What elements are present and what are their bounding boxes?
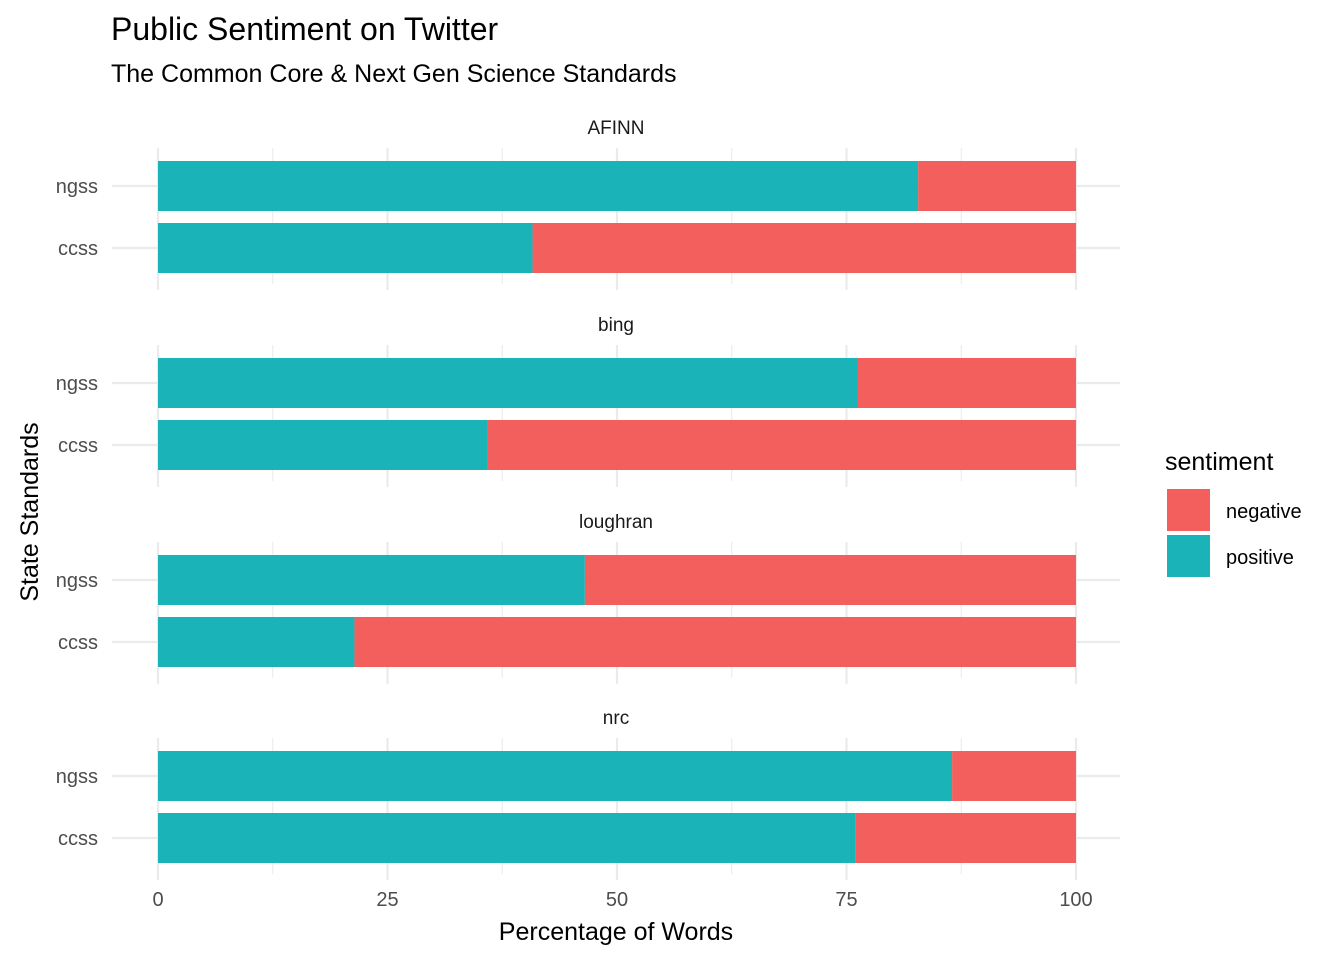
y-tick-label: ccss (58, 632, 98, 654)
bar-positive-ccss (158, 813, 856, 863)
bar-negative-ccss (487, 420, 1076, 470)
facet-panel-bing: bing ngss ccss (56, 315, 1120, 487)
facet-label: loughran (579, 512, 653, 533)
bar-positive-ngss (158, 161, 919, 211)
y-tick-label: ccss (58, 238, 98, 260)
bar-negative-ngss (952, 751, 1076, 801)
y-tick-label: ngss (56, 766, 98, 788)
legend-label-negative: negative (1226, 501, 1302, 523)
y-tick-label: ngss (56, 570, 98, 592)
bar-positive-ccss (158, 223, 533, 273)
y-tick-label: ngss (56, 373, 98, 395)
facet-panel-afinn: AFINN ngss ccss (56, 118, 1120, 290)
legend-key-positive (1167, 535, 1210, 577)
y-tick-label: ccss (58, 435, 98, 457)
legend: sentiment negative positive (1165, 448, 1302, 577)
facet-label: bing (598, 315, 634, 336)
facet-panel-loughran: loughran ngss ccss (56, 512, 1120, 684)
x-axis: 0 25 50 75 100 (152, 889, 1092, 911)
x-tick-label: 0 (152, 889, 163, 911)
bar-negative-ccss (532, 223, 1076, 273)
bar-positive-ngss (158, 358, 858, 408)
facet-label: nrc (603, 708, 629, 729)
chart-subtitle: The Common Core & Next Gen Science Stand… (111, 60, 677, 88)
bar-positive-ccss (158, 617, 355, 667)
legend-key-negative (1167, 489, 1210, 531)
bar-negative-ngss (918, 161, 1076, 211)
legend-label-positive: positive (1226, 547, 1294, 569)
legend-title: sentiment (1165, 448, 1273, 476)
bar-positive-ccss (158, 420, 488, 470)
bar-negative-ccss (354, 617, 1076, 667)
facet-label: AFINN (588, 118, 645, 139)
x-tick-label: 100 (1059, 889, 1092, 911)
facet-panel-nrc: nrc ngss ccss (56, 708, 1120, 880)
y-tick-label: ngss (56, 176, 98, 198)
x-tick-label: 75 (835, 889, 857, 911)
bar-negative-ngss (584, 555, 1076, 605)
bar-negative-ngss (857, 358, 1076, 408)
x-axis-title: Percentage of Words (499, 918, 733, 946)
x-tick-label: 25 (376, 889, 398, 911)
x-tick-label: 50 (606, 889, 628, 911)
y-axis-title: State Standards (16, 422, 44, 601)
bar-positive-ngss (158, 555, 585, 605)
bar-positive-ngss (158, 751, 953, 801)
facet-panels: AFINN ngss ccss bing ngss ccss loughran ngss ccs… (56, 118, 1120, 880)
bar-negative-ccss (855, 813, 1076, 863)
y-tick-label: ccss (58, 828, 98, 850)
chart-title: Public Sentiment on Twitter (111, 11, 499, 47)
